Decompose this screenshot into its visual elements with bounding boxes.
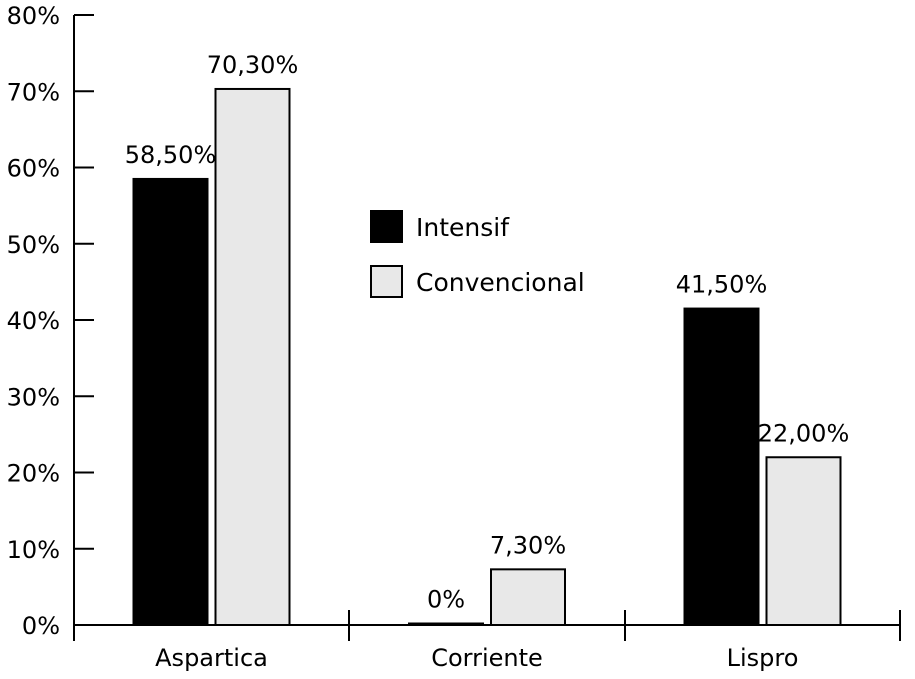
x-category-label: Aspartica xyxy=(155,644,268,672)
data-label: 0% xyxy=(427,586,465,614)
data-label: 58,50% xyxy=(125,141,217,169)
legend-label: Intensif xyxy=(416,213,510,242)
y-tick-label: 70% xyxy=(7,78,60,106)
legend-swatch xyxy=(370,210,403,243)
data-labels: 58,50% 70,30% 0% 7,30% 41,50% 22,00% xyxy=(125,51,850,614)
bar-convencional-aspartica xyxy=(214,87,291,626)
y-tick-label: 50% xyxy=(7,231,60,259)
y-tick-label: 10% xyxy=(7,536,60,564)
y-tick-label: 30% xyxy=(7,383,60,411)
data-label: 7,30% xyxy=(490,531,566,559)
bar-convencional-lispro xyxy=(765,456,842,626)
x-category-label: Corriente xyxy=(431,644,543,672)
data-label: 22,00% xyxy=(758,419,850,447)
y-tick-label: 80% xyxy=(7,2,60,30)
bar-intensif-lispro xyxy=(683,307,760,626)
bars xyxy=(132,87,842,627)
data-label: 70,30% xyxy=(207,51,299,79)
x-category-label: Lispro xyxy=(727,644,799,672)
bar-intensif-aspartica xyxy=(132,177,209,626)
y-tick-label: 20% xyxy=(7,460,60,488)
bar-convencional-corriente xyxy=(490,568,566,627)
data-label: 41,50% xyxy=(676,271,768,299)
legend-swatch xyxy=(370,265,403,298)
y-tick-label: 0% xyxy=(22,612,60,640)
y-tick-label: 60% xyxy=(7,155,60,183)
legend-label: Convencional xyxy=(416,268,585,297)
y-tick-label: 40% xyxy=(7,307,60,335)
axes: 0% 10% 20% 30% 40% 50% 60% 70% 80% Aspartica Corri… xyxy=(7,2,901,672)
bar-intensif-corriente xyxy=(408,622,484,626)
legend: Intensif Convencional xyxy=(370,210,585,298)
